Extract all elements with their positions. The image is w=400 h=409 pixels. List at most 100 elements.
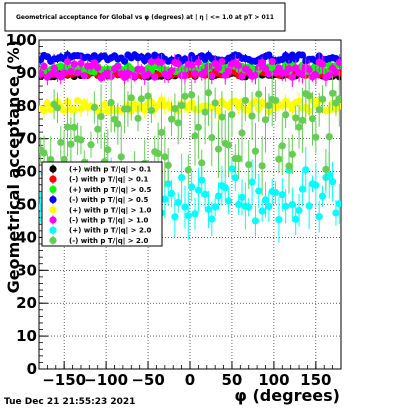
data-point [228, 110, 236, 119]
x-tick-labels: −150−100 −50 0 50 100 150 [42, 371, 331, 389]
data-point [161, 153, 169, 161]
data-point [131, 72, 139, 81]
y-tick-labels: 0 10 20 30 40 50 60 70 80 90 100 [6, 31, 37, 378]
legend-entry: (-) with p T/|q| > 1.0 [69, 217, 149, 226]
data-point [154, 101, 162, 109]
data-point [151, 73, 159, 81]
data-point [90, 103, 98, 112]
x-tick-label: −100 [84, 371, 128, 389]
data-point [80, 71, 88, 80]
legend-entry: (+) with p T/|q| > 2.0 [69, 227, 152, 236]
data-point [329, 89, 337, 97]
data-point [275, 216, 283, 224]
data-point [124, 105, 132, 113]
data-point [335, 95, 341, 103]
data-point [171, 213, 179, 221]
data-point [278, 142, 286, 150]
data-point [100, 101, 109, 109]
y-tick-label: 10 [16, 327, 37, 345]
data-point [43, 99, 51, 107]
data-point [221, 183, 229, 192]
data-point [224, 141, 233, 149]
data-point [57, 138, 65, 147]
data-point [258, 162, 266, 170]
data-point [164, 161, 172, 169]
data-point [312, 181, 320, 189]
data-point [70, 123, 78, 131]
data-point [117, 153, 125, 161]
data-point [40, 106, 48, 115]
data-point [208, 134, 216, 142]
data-point [248, 178, 256, 186]
data-point [39, 69, 45, 78]
data-point [275, 155, 283, 163]
data-point [278, 191, 286, 199]
y-tick-label: 70 [16, 130, 37, 148]
data-point [178, 101, 186, 109]
data-point [191, 210, 199, 218]
data-point [288, 105, 296, 113]
data-point [292, 114, 300, 122]
data-point [312, 71, 320, 79]
data-point [288, 150, 296, 158]
data-point [201, 190, 209, 198]
data-point [73, 97, 82, 105]
data-point [214, 145, 223, 153]
data-point [167, 67, 176, 75]
data-point [194, 123, 202, 131]
timestamp: Tue Dec 21 21:55:23 2021 [4, 397, 135, 407]
data-point [298, 185, 307, 193]
data-point [167, 189, 176, 198]
data-point [298, 51, 307, 59]
data-point [325, 71, 333, 79]
data-point [201, 68, 209, 76]
data-point [188, 61, 196, 69]
data-point [251, 71, 260, 79]
data-point [235, 61, 243, 70]
data-point [181, 92, 189, 100]
data-point [63, 123, 72, 131]
data-point [298, 116, 307, 124]
data-point [308, 115, 317, 123]
data-point [325, 171, 333, 179]
data-point [258, 207, 266, 215]
data-point [137, 95, 145, 103]
data-point [137, 65, 145, 74]
data-point [238, 72, 246, 81]
data-point [292, 64, 300, 72]
data-point [292, 215, 300, 223]
data-point [161, 195, 169, 203]
data-point [194, 58, 202, 67]
data-point [134, 114, 142, 122]
data-point [295, 206, 303, 215]
x-tick-label: 150 [300, 371, 331, 389]
data-point [282, 202, 290, 210]
data-point [214, 192, 223, 200]
data-point [285, 65, 293, 73]
data-point [208, 72, 216, 80]
data-point [147, 106, 156, 115]
data-point [191, 69, 199, 78]
data-point [181, 203, 189, 211]
data-point [47, 70, 55, 78]
data-point [315, 106, 323, 114]
data-point [235, 155, 243, 163]
y-tick-label: 0 [27, 360, 37, 378]
data-point [94, 64, 102, 72]
data-point [127, 94, 135, 102]
data-point [201, 108, 209, 116]
data-point [211, 203, 219, 211]
data-point [114, 120, 122, 128]
data-point [77, 59, 85, 67]
data-point [40, 62, 48, 71]
data-point [208, 215, 216, 223]
data-point [271, 96, 280, 105]
y-axis-title: Geometrical acceptance (%) [4, 40, 23, 293]
data-point [238, 129, 246, 137]
data-point [70, 60, 78, 68]
data-point [305, 92, 313, 100]
data-point [53, 104, 62, 112]
data-point [204, 205, 213, 214]
data-point [235, 200, 243, 209]
